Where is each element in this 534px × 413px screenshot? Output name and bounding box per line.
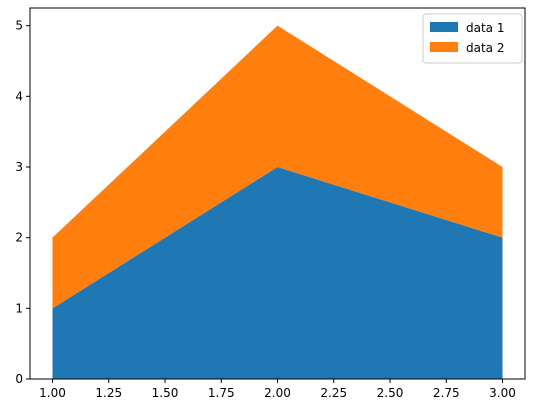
- x-tick-label: 1.00: [39, 386, 66, 400]
- y-tick-label: 0: [15, 372, 23, 386]
- area-data-2: [52, 25, 503, 309]
- legend-swatch-data-2: [430, 42, 458, 52]
- x-tick-label: 2.50: [377, 386, 404, 400]
- legend-swatch-data-1: [430, 22, 458, 32]
- x-tick-label: 2.25: [320, 386, 347, 400]
- area-series-group: [52, 25, 503, 379]
- y-tick-label: 5: [15, 19, 23, 33]
- area-data-1: [52, 167, 503, 379]
- y-tick-label: 2: [15, 231, 23, 245]
- x-tick-label: 1.25: [95, 386, 122, 400]
- x-tick-label: 1.75: [208, 386, 235, 400]
- x-tick-label: 2.00: [264, 386, 291, 400]
- legend-label-data-1: data 1: [466, 21, 504, 35]
- y-tick-label: 4: [15, 89, 23, 103]
- legend-label-data-2: data 2: [466, 41, 504, 55]
- y-tick-label: 3: [15, 160, 23, 174]
- x-tick-label: 1.50: [152, 386, 179, 400]
- x-tick-label: 2.75: [433, 386, 460, 400]
- legend: data 1 data 2: [422, 13, 523, 64]
- x-tick-label: 3.00: [489, 386, 516, 400]
- y-tick-label: 1: [15, 301, 23, 315]
- x-axis: 1.00 1.25 1.50 1.75 2.00 2.25 2.50 2.75 3.00: [39, 379, 516, 400]
- y-axis: 0 1 2 3 4 5: [15, 19, 30, 386]
